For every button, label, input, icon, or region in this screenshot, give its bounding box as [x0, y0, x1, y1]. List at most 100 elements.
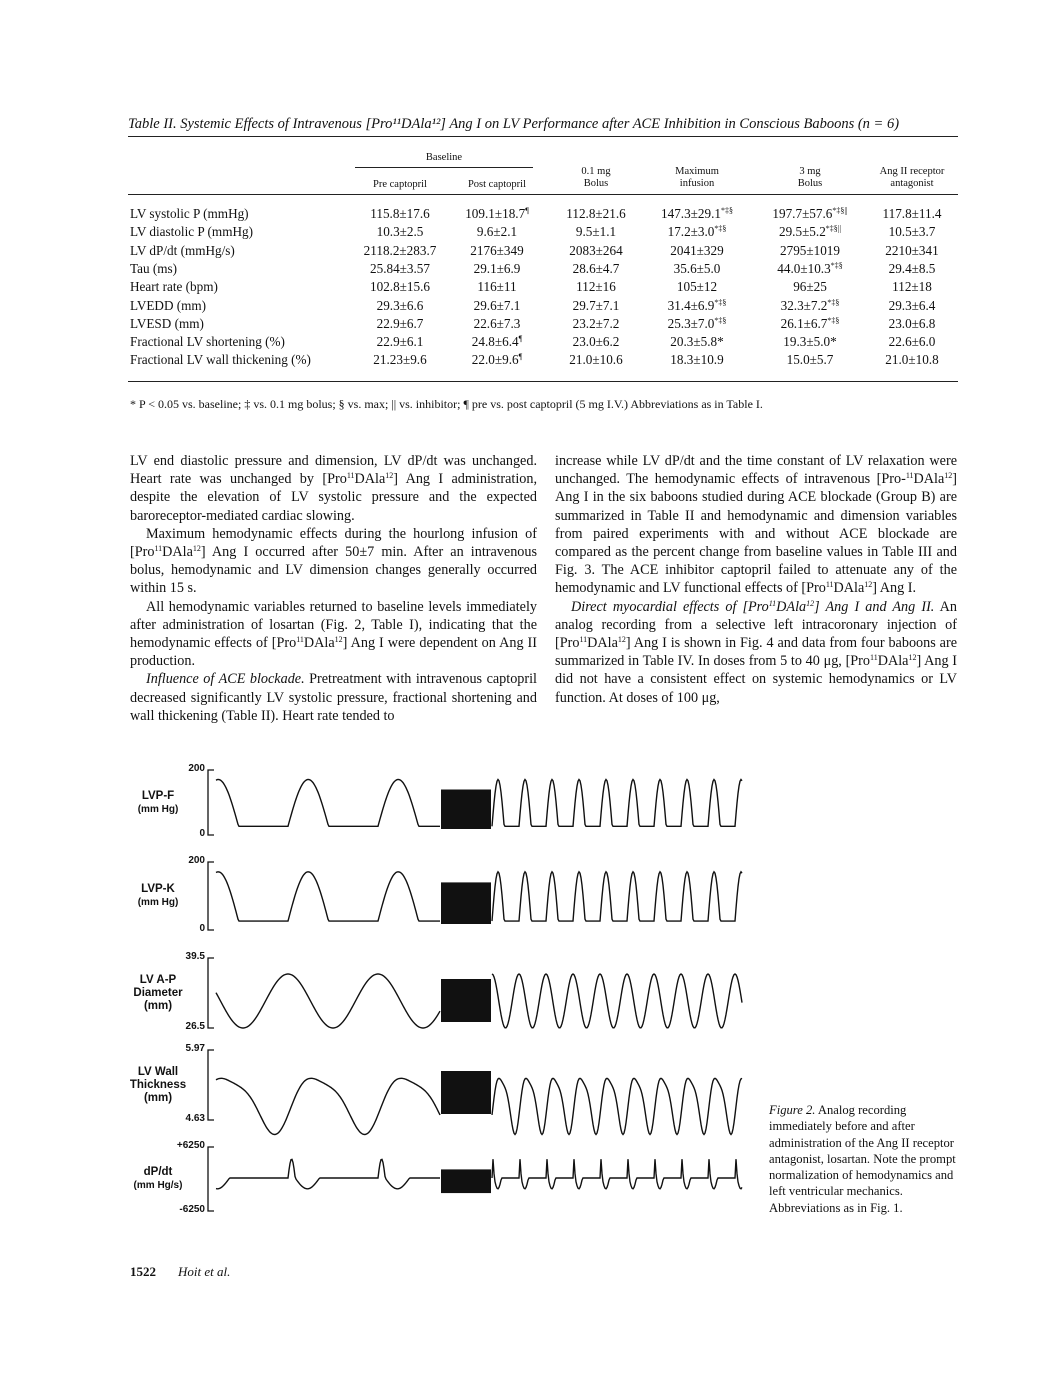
table-cell: 10.5±3.7 — [889, 224, 936, 240]
table-cell: 28.6±4.7 — [573, 261, 620, 277]
column-header-line: Maximum — [675, 166, 719, 177]
column-header: 0.1 mg Bolus — [541, 166, 651, 190]
text-run: ] Ang I is shown in Fig. 4 and data from… — [555, 635, 957, 670]
cell-value: 115.8±17.6 — [370, 206, 430, 221]
superscript: 11 — [825, 580, 834, 590]
cell-value: 2795±1019 — [780, 242, 840, 258]
trace-label-line: (mm) — [143, 1091, 173, 1104]
trace-line — [215, 973, 743, 1029]
cell-footnote-mark: *‡§ — [714, 315, 727, 325]
trace-label: LV Wall Thickness (mm) — [113, 1066, 203, 1105]
table-cell: 117.8±11.4 — [882, 206, 941, 222]
column-header-line: infusion — [679, 178, 715, 189]
cell-value: 29.4±8.5 — [888, 260, 936, 276]
scale-top-value: 200 — [188, 763, 205, 774]
cell-value: 31.4±6.9 — [667, 297, 715, 313]
table-cell: 17.2±3.0*‡§ — [668, 224, 727, 240]
superscript: 12 — [334, 635, 343, 645]
baseline-rule — [355, 167, 533, 168]
cell-value: 105±12 — [676, 279, 718, 295]
cell-value: 29.7±7.1 — [572, 297, 620, 313]
caption-label: Figure 2. — [769, 1103, 816, 1117]
table-cell: 23.2±7.2 — [573, 316, 620, 332]
trace-label: LVP-F (mm Hg) — [113, 790, 203, 816]
table-cell: 22.6±6.0 — [889, 334, 936, 350]
scale-bracket — [207, 1146, 214, 1212]
text-run: Maximum hemodynamic effects during the h… — [130, 525, 537, 561]
cell-value: 112±16 — [576, 279, 616, 295]
cell-value: 29.3±6.4 — [888, 297, 936, 313]
cell-value: 29.5±5.2 — [778, 224, 826, 240]
cell-footnote-mark: *‡§ — [830, 260, 843, 270]
table-cell: 109.1±18.7¶ — [465, 206, 529, 222]
cell-value: 28.6±4.7 — [572, 260, 620, 276]
table-cell: 21.0±10.6 — [569, 352, 622, 368]
cell-value: 21.0±10.6 — [569, 352, 623, 368]
cell-value: 22.6±7.3 — [473, 315, 521, 331]
cell-footnote-mark: *‡§ — [714, 224, 727, 234]
table-cell: 32.3±7.2*‡§ — [781, 298, 840, 314]
body-left-column: LV end diastolic pressure and dimension,… — [130, 452, 537, 725]
text-run: increase while LV dP/dt and the time con… — [555, 453, 957, 488]
header-rule — [128, 194, 958, 196]
superscript: 12 — [806, 598, 815, 608]
cell-value: 2176±349 — [470, 242, 524, 258]
table-cell: 23.0±6.8 — [889, 316, 936, 332]
table-cell: 22.6±7.3 — [474, 316, 521, 332]
dense-recording-block — [441, 789, 491, 829]
superscript: 11 — [870, 653, 878, 663]
cell-value: 2041±329 — [670, 242, 724, 258]
column-header: 3 mg Bolus — [755, 166, 865, 190]
running-authors: Hoit et al. — [178, 1264, 231, 1279]
table-cell: 2795±1019 — [780, 243, 840, 259]
cell-value: 29.1±6.9 — [473, 260, 521, 276]
table-cell: 102.8±15.6 — [370, 279, 430, 295]
trace-label: dP/dt (mm Hg/s) — [113, 1166, 203, 1192]
row-label: Fractional LV wall thickening (%) — [130, 352, 311, 368]
text-run: An analog recording from a selective lef… — [555, 598, 957, 652]
text-run: ] Ang I administration, despite the elev… — [130, 471, 537, 524]
trace-label: LVP-K (mm Hg) — [113, 883, 203, 909]
trace-line — [215, 870, 743, 922]
superscript: 11 — [905, 471, 914, 481]
superscript: 11 — [296, 635, 304, 645]
trace-label-line: (mm Hg) — [137, 803, 179, 815]
table-cell: 18.3±10.9 — [670, 352, 723, 368]
cell-value: 29.3±6.6 — [376, 297, 424, 313]
text-run: DAla — [913, 471, 945, 488]
column-header-line: Bolus — [797, 178, 823, 189]
cell-footnote-mark: *‡§|| — [832, 206, 848, 215]
cell-value: 109.1±18.7 — [465, 206, 526, 221]
dense-recording-block — [441, 882, 491, 924]
cell-value: 32.3±7.2 — [780, 297, 828, 313]
table-cell: 29.3±6.6 — [377, 298, 424, 314]
table-cell: 24.8±6.4¶ — [472, 334, 522, 350]
text-run: DAla — [877, 653, 909, 670]
page-number: 1522 — [130, 1264, 156, 1279]
column-header-line: 3 mg — [799, 166, 821, 177]
superscript: 12 — [192, 544, 201, 554]
superscript: 12 — [385, 471, 394, 481]
table-bottom-rule — [128, 381, 958, 383]
body-right-column: increase while LV dP/dt and the time con… — [555, 452, 957, 707]
cell-value: 29.6±7.1 — [473, 297, 521, 313]
cell-value: 18.3±10.9 — [670, 352, 724, 368]
trace-line — [215, 778, 743, 827]
scale-bottom-value: 4.63 — [185, 1113, 205, 1124]
cell-value: 96±25 — [793, 279, 827, 295]
cell-value: 10.3±2.5 — [376, 224, 424, 240]
cell-value: 23.0±6.8 — [888, 315, 936, 331]
table-cell: 112±16 — [576, 279, 616, 295]
paragraph: LV end diastolic pressure and dimension,… — [130, 452, 537, 525]
cell-value: 197.7±57.6 — [772, 206, 833, 221]
cell-value: 147.3±29.1 — [661, 206, 721, 221]
text-run: ] Ang I. — [872, 580, 916, 597]
dense-recording-block — [441, 979, 491, 1022]
paragraph: Influence of ACE blockade. Pretreatment … — [130, 670, 537, 725]
cell-value: 2210±341 — [885, 242, 939, 258]
cell-value: 9.5±1.1 — [575, 224, 617, 240]
table-cell: 15.0±5.7 — [787, 352, 834, 368]
cell-footnote-mark: ¶ — [525, 206, 529, 215]
table-cell: 25.3±7.0*‡§ — [668, 316, 727, 332]
